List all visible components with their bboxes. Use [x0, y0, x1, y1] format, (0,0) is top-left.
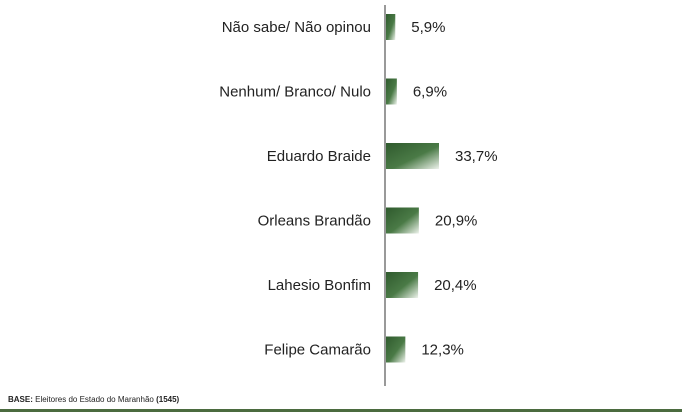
bar [386, 14, 396, 40]
bar [386, 207, 419, 234]
value-label: 33,7% [455, 148, 498, 165]
category-label: Nenhum/ Branco/ Nulo [219, 84, 371, 101]
value-label: 12,3% [421, 342, 464, 359]
category-label: Lahesio Bonfim [268, 277, 371, 294]
bar [386, 272, 419, 298]
base-count: (1545) [156, 395, 180, 404]
footer-line [0, 409, 682, 412]
bar [386, 78, 397, 105]
category-label: Eduardo Braide [267, 148, 371, 165]
bar [386, 143, 439, 169]
base-text: Eleitores do Estado do Maranhão [32, 395, 157, 404]
category-label: Felipe Camarão [264, 342, 371, 359]
bar [386, 336, 406, 363]
value-label: 5,9% [411, 19, 445, 36]
value-label: 20,4% [434, 277, 477, 294]
base-note: BASE: Eleitores do Estado do Maranhão (1… [8, 395, 179, 404]
value-label: 6,9% [413, 84, 447, 101]
category-label: Orleans Brandão [258, 213, 371, 230]
base-label: BASE: [8, 395, 33, 404]
category-label: Não sabe/ Não opinou [222, 19, 371, 36]
value-label: 20,9% [435, 213, 478, 230]
